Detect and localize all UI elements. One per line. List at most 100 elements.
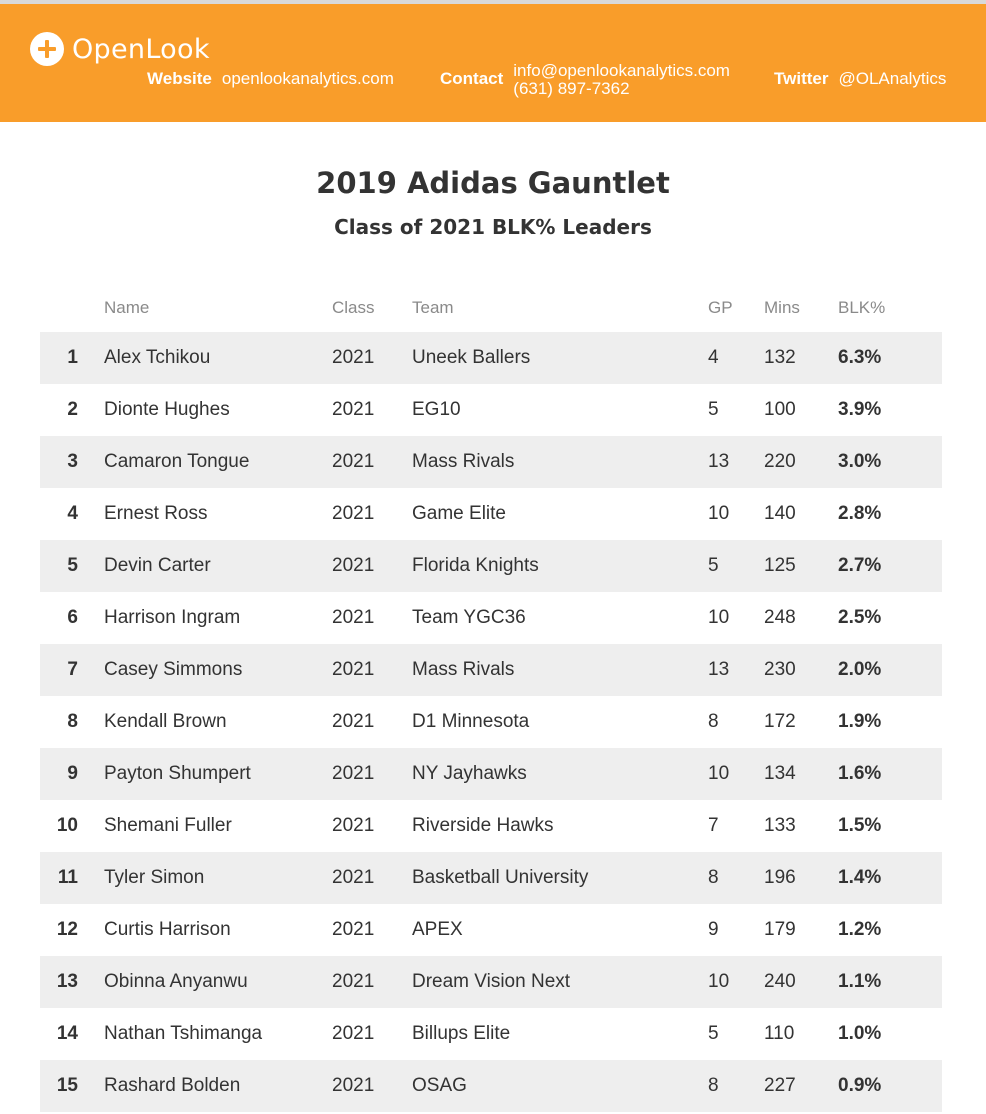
rank: 9 bbox=[67, 763, 78, 784]
games-played: 13 bbox=[708, 451, 730, 472]
team-name: EG10 bbox=[412, 399, 461, 420]
blk-pct: 1.4% bbox=[838, 867, 882, 888]
blk-pct: 1.5% bbox=[838, 815, 882, 836]
minutes: 230 bbox=[764, 659, 796, 680]
team-name: APEX bbox=[412, 919, 463, 940]
team-name: Mass Rivals bbox=[412, 659, 515, 680]
rank: 4 bbox=[67, 503, 78, 524]
twitter-label: Twitter bbox=[774, 69, 829, 88]
team-name: NY Jayhawks bbox=[412, 763, 527, 784]
rank: 2 bbox=[67, 399, 78, 420]
table-row: 14 Nathan Tshimanga 2021 Billups Elite 5 110 1… bbox=[40, 1008, 942, 1060]
minutes: 220 bbox=[764, 451, 796, 472]
player-name: Devin Carter bbox=[104, 555, 211, 576]
contact-label: Contact bbox=[440, 69, 504, 88]
blk-pct: 2.7% bbox=[838, 555, 882, 576]
minutes: 125 bbox=[764, 555, 796, 576]
player-name: Payton Shumpert bbox=[104, 763, 251, 784]
class-year: 2021 bbox=[332, 607, 375, 628]
rank: 15 bbox=[56, 1075, 78, 1096]
table-body: 1 Alex Tchikou 2021 Uneek Ballers 4 132 6.3% 2 D… bbox=[40, 332, 942, 1112]
rank: 14 bbox=[56, 1023, 78, 1044]
header-gp: GP bbox=[708, 298, 733, 317]
player-name: Kendall Brown bbox=[104, 711, 227, 732]
blk-pct: 6.3% bbox=[838, 347, 882, 368]
minutes: 240 bbox=[764, 971, 796, 992]
rank: 11 bbox=[57, 867, 78, 888]
games-played: 10 bbox=[708, 971, 730, 992]
blk-pct: 1.6% bbox=[838, 763, 882, 784]
class-year: 2021 bbox=[332, 503, 375, 524]
header-class: Class bbox=[332, 298, 375, 317]
games-played: 9 bbox=[708, 919, 719, 940]
table-row: 10 Shemani Fuller 2021 Riverside Hawks 7 133 1… bbox=[40, 800, 942, 852]
rank: 13 bbox=[56, 971, 78, 992]
minutes: 179 bbox=[764, 919, 796, 940]
table-row: 13 Obinna Anyanwu 2021 Dream Vision Next 10 2… bbox=[40, 956, 942, 1008]
rank: 10 bbox=[56, 815, 78, 836]
twitter-handle[interactable]: @OLAnalytics bbox=[838, 69, 947, 88]
class-year: 2021 bbox=[332, 451, 375, 472]
minutes: 140 bbox=[764, 503, 796, 524]
team-name: Billups Elite bbox=[412, 1023, 511, 1044]
header-blk: BLK% bbox=[838, 298, 886, 317]
table-row: 2 Dionte Hughes 2021 EG10 5 100 3.9% bbox=[40, 384, 942, 436]
table-row: 6 Harrison Ingram 2021 Team YGC36 10 248 2.5% bbox=[40, 592, 942, 644]
player-name: Obinna Anyanwu bbox=[104, 971, 248, 992]
class-year: 2021 bbox=[332, 919, 375, 940]
team-name: Florida Knights bbox=[412, 555, 539, 576]
team-name: Uneek Ballers bbox=[412, 347, 531, 368]
table-row: 3 Camaron Tongue 2021 Mass Rivals 13 220 3.0% bbox=[40, 436, 942, 488]
class-year: 2021 bbox=[332, 763, 375, 784]
minutes: 172 bbox=[764, 711, 796, 732]
table-row: 7 Casey Simmons 2021 Mass Rivals 13 230 2.0% bbox=[40, 644, 942, 696]
table-row: 4 Ernest Ross 2021 Game Elite 10 140 2.8% bbox=[40, 488, 942, 540]
player-name: Camaron Tongue bbox=[104, 451, 250, 472]
table-row: 8 Kendall Brown 2021 D1 Minnesota 8 172 1.9% bbox=[40, 696, 942, 748]
player-name: Dionte Hughes bbox=[104, 399, 230, 420]
blk-pct: 3.9% bbox=[838, 399, 882, 420]
player-name: Rashard Bolden bbox=[104, 1075, 241, 1096]
contact-email[interactable]: info@openlookanalytics.com bbox=[513, 61, 730, 80]
player-name: Harrison Ingram bbox=[104, 607, 241, 628]
brand-name: OpenLook bbox=[72, 33, 210, 65]
table-row: 1 Alex Tchikou 2021 Uneek Ballers 4 132 6.3% bbox=[40, 332, 942, 384]
class-year: 2021 bbox=[332, 711, 375, 732]
table-header: Name Class Team GP Mins BLK% bbox=[40, 294, 942, 322]
player-name: Tyler Simon bbox=[104, 867, 205, 888]
player-name: Alex Tchikou bbox=[104, 347, 211, 368]
table-row: 12 Curtis Harrison 2021 APEX 9 179 1.2% bbox=[40, 904, 942, 956]
player-name: Curtis Harrison bbox=[104, 919, 231, 940]
page-title: 2019 Adidas Gauntlet bbox=[316, 166, 670, 200]
team-name: Team YGC36 bbox=[412, 607, 526, 628]
games-played: 5 bbox=[708, 399, 719, 420]
class-year: 2021 bbox=[332, 1075, 375, 1096]
rank: 1 bbox=[67, 347, 78, 368]
contact-info: Contact info@openlookanalytics.com (631)… bbox=[440, 62, 730, 98]
player-name: Ernest Ross bbox=[104, 503, 208, 524]
blk-pct: 2.0% bbox=[838, 659, 882, 680]
rank: 12 bbox=[56, 919, 78, 940]
team-name: Basketball University bbox=[412, 867, 589, 888]
player-name: Casey Simmons bbox=[104, 659, 243, 680]
rank: 8 bbox=[67, 711, 78, 732]
games-played: 5 bbox=[708, 555, 719, 576]
class-year: 2021 bbox=[332, 555, 375, 576]
website-link[interactable]: openlookanalytics.com bbox=[221, 69, 394, 88]
team-name: Game Elite bbox=[412, 503, 506, 524]
table-row: 9 Payton Shumpert 2021 NY Jayhawks 10 134 1.6% bbox=[40, 748, 942, 800]
blk-pct: 1.1% bbox=[838, 971, 882, 992]
brand-logo[interactable]: OpenLook bbox=[30, 32, 210, 66]
player-name: Nathan Tshimanga bbox=[104, 1023, 263, 1044]
games-played: 8 bbox=[708, 711, 719, 732]
table-row: 11 Tyler Simon 2021 Basketball University 8 1… bbox=[40, 852, 942, 904]
minutes: 110 bbox=[764, 1023, 795, 1044]
contact-phone[interactable]: (631) 897-7362 bbox=[513, 79, 630, 98]
top-border bbox=[0, 0, 986, 4]
class-year: 2021 bbox=[332, 867, 375, 888]
twitter-info: Twitter @OLAnalytics bbox=[774, 70, 946, 88]
team-name: D1 Minnesota bbox=[412, 711, 530, 732]
minutes: 196 bbox=[764, 867, 796, 888]
minutes: 248 bbox=[764, 607, 796, 628]
games-played: 10 bbox=[708, 763, 730, 784]
